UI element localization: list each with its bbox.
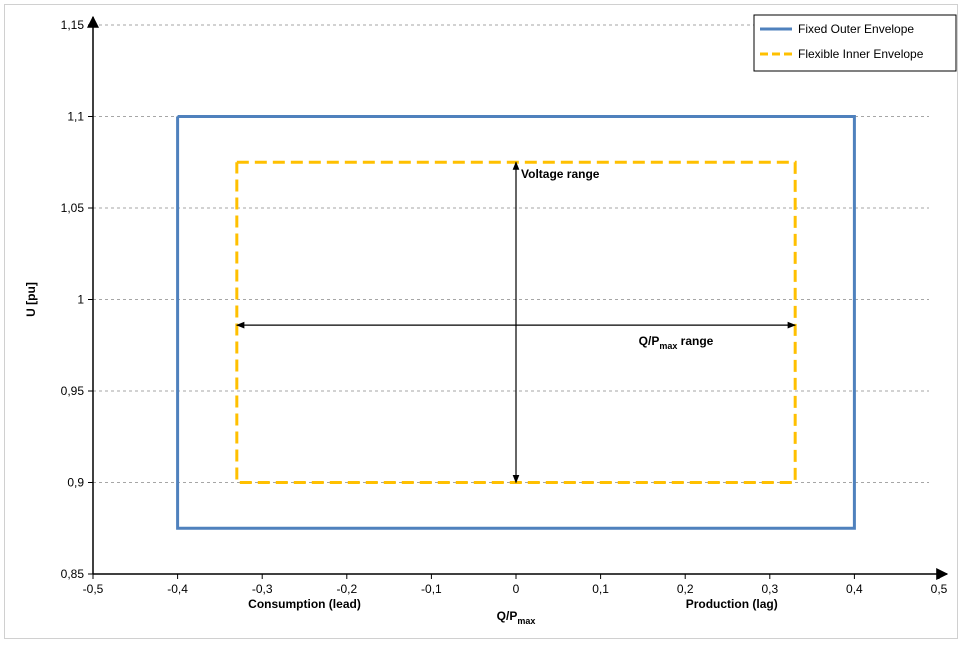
x-tick-label: 0,2 bbox=[677, 582, 694, 596]
x-axis-title: Q/Pmax bbox=[497, 609, 536, 626]
x-tick-label: 0,3 bbox=[761, 582, 778, 596]
y-tick-label: 1 bbox=[77, 293, 84, 307]
y-tick-label: 1,05 bbox=[61, 201, 85, 215]
x-tick-label: -0,3 bbox=[252, 582, 273, 596]
y-axis-title: U [pu] bbox=[24, 282, 38, 317]
x-tick-label: 0,4 bbox=[846, 582, 863, 596]
x-tick-label: 0,5 bbox=[931, 582, 948, 596]
series-layer bbox=[176, 115, 856, 530]
legend: Fixed Outer Envelope Flexible Inner Envel… bbox=[753, 14, 957, 72]
annotations: Voltage range Q/Pmax range bbox=[235, 161, 797, 484]
y-tick-label: 0,95 bbox=[61, 384, 85, 398]
y-tick-label: 0,85 bbox=[61, 567, 85, 581]
y-tick-label: 1,15 bbox=[61, 18, 85, 32]
legend-label-2: Flexible Inner Envelope bbox=[798, 47, 924, 61]
legend-label-1: Fixed Outer Envelope bbox=[798, 22, 914, 36]
x-tick-label: 0 bbox=[513, 582, 520, 596]
legend-box bbox=[753, 14, 957, 72]
series-line-1 bbox=[176, 115, 856, 530]
production-label: Production (lag) bbox=[686, 597, 778, 611]
x-tick-label: -0,5 bbox=[83, 582, 104, 596]
x-tick-label: -0,1 bbox=[421, 582, 442, 596]
x-tick-label: -0,4 bbox=[167, 582, 188, 596]
x-tick-label: 0,1 bbox=[592, 582, 609, 596]
voltage-range-label: Voltage range bbox=[521, 167, 600, 181]
chart-frame: -0,5 -0,4 -0,3 -0,2 -0,1 0 0,1 0,2 0,3 0,4 0,5 0,85… bbox=[4, 4, 958, 639]
y-tick-label: 0,9 bbox=[67, 476, 84, 490]
axes: -0,5 -0,4 -0,3 -0,2 -0,1 0 0,1 0,2 0,3 0,4 0,5 0,85… bbox=[24, 15, 949, 626]
q-range-label: Q/Pmax range bbox=[639, 334, 714, 351]
consumption-label: Consumption (lead) bbox=[248, 597, 361, 611]
grid-lines bbox=[93, 24, 929, 483]
x-tick-label: -0,2 bbox=[336, 582, 357, 596]
y-tick-label: 1,1 bbox=[67, 110, 84, 124]
chart-svg: -0,5 -0,4 -0,3 -0,2 -0,1 0 0,1 0,2 0,3 0,4 0,5 0,85… bbox=[24, 14, 957, 626]
